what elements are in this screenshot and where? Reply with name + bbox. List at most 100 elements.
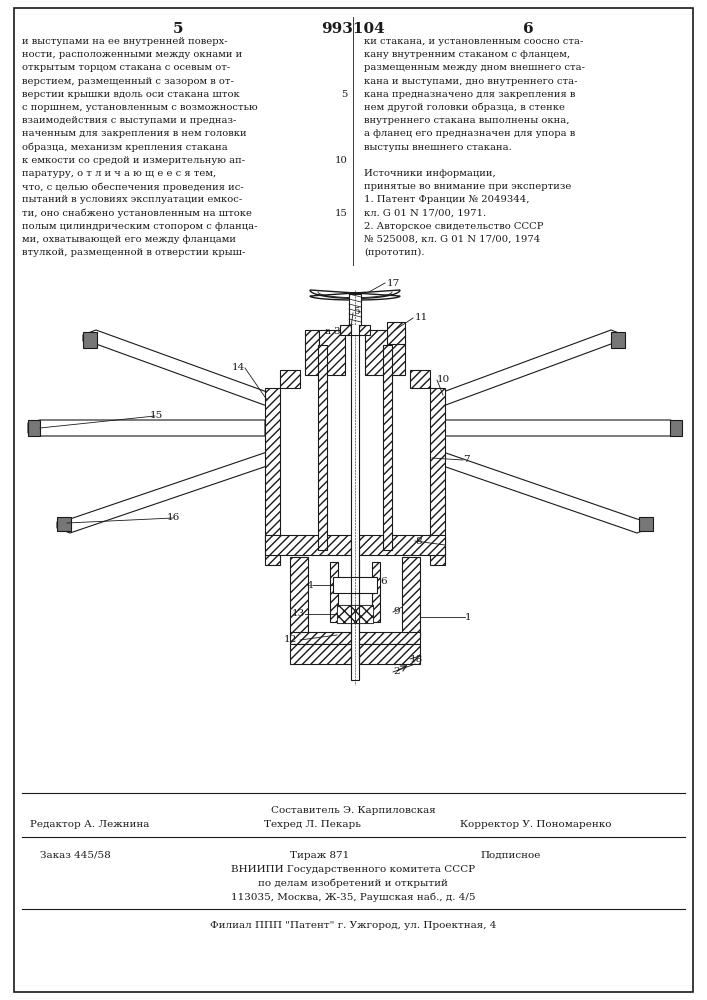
Text: Техред Л. Пекарь: Техред Л. Пекарь [264,820,361,829]
Bar [28,420,40,436]
Text: 993104: 993104 [321,22,385,36]
Text: ми, охватывающей его между фланцами: ми, охватывающей его между фланцами [22,235,236,244]
Text: пытаний в условиях эксплуатации емкос-: пытаний в условиях эксплуатации емкос- [22,195,243,204]
Text: по делам изобретений и открытий: по делам изобретений и открытий [258,879,448,888]
Text: внутреннего стакана выполнены окна,: внутреннего стакана выполнены окна, [364,116,570,125]
Polygon shape [445,420,682,436]
Polygon shape [443,452,650,533]
Bar [430,388,445,565]
Bar [391,330,405,375]
Text: (прототип).: (прототип). [364,248,424,257]
Text: открытым торцом стакана с осевым от-: открытым торцом стакана с осевым от- [22,63,230,72]
Bar [410,370,430,388]
Text: 1. Патент Франции № 2049344,: 1. Патент Франции № 2049344, [364,195,530,204]
Bar [340,325,370,335]
Bar [333,577,377,593]
Bar [265,535,445,555]
Bar [330,562,338,622]
Bar [290,644,420,664]
Text: верстии крышки вдоль оси стакана шток: верстии крышки вдоль оси стакана шток [22,90,240,99]
Text: 5: 5 [173,22,183,36]
Text: 18: 18 [410,654,423,664]
Text: паратуру, о т л и ч а ю щ е е с я тем,: паратуру, о т л и ч а ю щ е е с я тем, [22,169,216,178]
Text: 8: 8 [415,536,421,546]
Text: Составитель Э. Карпиловская: Составитель Э. Карпиловская [271,806,436,815]
Polygon shape [57,452,267,533]
Polygon shape [443,330,624,406]
Text: 3: 3 [333,328,339,336]
Text: Источники информации,: Источники информации, [364,169,496,178]
Text: наченным для закрепления в нем головки: наченным для закрепления в нем головки [22,129,247,138]
Text: Филиал ППП "Патент" г. Ужгород, ул. Проектная, 4: Филиал ППП "Патент" г. Ужгород, ул. Прое… [210,921,496,930]
Bar [349,294,361,330]
Text: 1: 1 [465,612,472,621]
Text: 5: 5 [353,308,360,316]
Text: 12: 12 [284,636,297,645]
Text: ки стакана, и установленным соосно ста-: ки стакана, и установленным соосно ста- [364,37,583,46]
Text: Тираж 871: Тираж 871 [290,851,349,860]
Text: 6: 6 [522,22,533,36]
Text: втулкой, размещенной в отверстии крыш-: втулкой, размещенной в отверстии крыш- [22,248,245,257]
Text: Корректор У. Пономаренко: Корректор У. Пономаренко [460,820,612,829]
Text: 14: 14 [232,363,245,372]
Text: ти, оно снабжено установленным на штоке: ти, оно снабжено установленным на штоке [22,209,252,218]
Text: образца, механизм крепления стакана: образца, механизм крепления стакана [22,143,228,152]
Text: 10: 10 [437,375,450,384]
Text: 6: 6 [380,578,387,586]
Text: и выступами на ее внутренней поверх-: и выступами на ее внутренней поверх- [22,37,228,46]
Bar [290,632,420,644]
Text: взаимодействия с выступами и предназ-: взаимодействия с выступами и предназ- [22,116,236,125]
Text: кана и выступами, дно внутреннего ста-: кана и выступами, дно внутреннего ста- [364,77,578,86]
Text: ности, расположенными между окнами и: ности, расположенными между окнами и [22,50,243,59]
Bar [337,605,373,623]
Bar [319,330,345,375]
Text: 7: 7 [463,456,469,464]
Text: с поршнем, установленным с возможностью: с поршнем, установленным с возможностью [22,103,258,112]
Text: принятые во внимание при экспертизе: принятые во внимание при экспертизе [364,182,571,191]
Text: 15: 15 [150,412,163,420]
Bar [265,388,280,565]
Bar [365,330,391,375]
Text: кл. G 01 N 17/00, 1971.: кл. G 01 N 17/00, 1971. [364,209,486,218]
Text: 17: 17 [387,278,400,288]
Text: полым цилиндрическим стопором с фланца-: полым цилиндрическим стопором с фланца- [22,222,257,231]
Bar [290,557,308,637]
Text: кана предназначено для закрепления в: кана предназначено для закрепления в [364,90,575,99]
Bar [337,605,355,623]
Bar [351,295,359,680]
Text: 5: 5 [341,90,348,99]
Bar [318,345,327,550]
Polygon shape [28,420,265,436]
Text: выступы внешнего стакана.: выступы внешнего стакана. [364,143,512,152]
Text: 113035, Москва, Ж-35, Раушская наб., д. 4/5: 113035, Москва, Ж-35, Раушская наб., д. … [230,893,475,902]
Bar [372,562,380,622]
Text: 11: 11 [415,314,428,322]
Text: 2: 2 [393,668,399,676]
Text: Подписное: Подписное [480,851,540,860]
Text: 10: 10 [335,156,348,165]
Text: 4: 4 [306,580,313,589]
Text: 2. Авторское свидетельство СССР: 2. Авторское свидетельство СССР [364,222,544,231]
Bar [83,332,97,348]
Text: нем другой головки образца, в стенке: нем другой головки образца, в стенке [364,103,565,112]
Text: ВНИИПИ Государственного комитета СССР: ВНИИПИ Государственного комитета СССР [231,865,475,874]
Bar [355,605,373,623]
Text: Редактор А. Лежнина: Редактор А. Лежнина [30,820,149,829]
Bar [639,517,653,531]
Text: что, с целью обеспечения проведения ис-: что, с целью обеспечения проведения ис- [22,182,244,192]
Text: кану внутренним стаканом с фланцем,: кану внутренним стаканом с фланцем, [364,50,570,59]
Text: размещенным между дном внешнего ста-: размещенным между дном внешнего ста- [364,63,585,72]
Text: 13: 13 [292,609,305,618]
Text: № 525008, кл. G 01 N 17/00, 1974: № 525008, кл. G 01 N 17/00, 1974 [364,235,540,244]
Polygon shape [310,290,400,300]
Text: 16: 16 [167,514,180,522]
Text: верстием, размещенный с зазором в от-: верстием, размещенный с зазором в от- [22,77,234,86]
Bar [387,322,405,344]
Text: к емкости со средой и измерительную ап-: к емкости со средой и измерительную ап- [22,156,245,165]
Text: a: a [325,328,331,336]
Bar [670,420,682,436]
Bar [57,517,71,531]
Bar [280,370,300,388]
Text: а фланец его предназначен для упора в: а фланец его предназначен для упора в [364,129,575,138]
Text: Заказ 445/58: Заказ 445/58 [40,851,111,860]
